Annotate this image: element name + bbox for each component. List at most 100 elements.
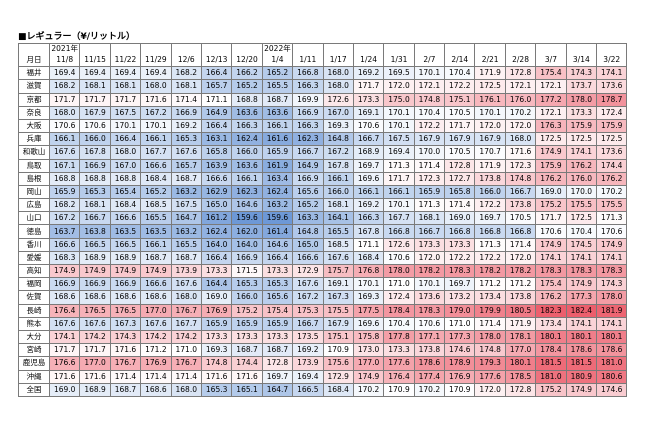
price-cell: 165.3 — [79, 184, 111, 200]
price-cell: 178.3 — [444, 263, 476, 279]
price-cell: 167.5 — [170, 198, 202, 213]
date-label: 3/22 — [596, 54, 628, 68]
price-cell: 173.8 — [504, 290, 537, 305]
corner-blank — [18, 43, 50, 54]
price-cell: 170.5 — [444, 105, 476, 120]
price-cell: 177.0 — [352, 356, 385, 371]
price-cell: 167.0 — [322, 105, 354, 120]
price-cell: 167.6 — [48, 145, 81, 160]
price-cell: 169.2 — [352, 66, 385, 81]
price-cell: 164.7 — [261, 382, 294, 397]
table-row: 大阪 170.6 170.6 170.1 170.1 169.2 166.4 166.3 166… — [18, 118, 628, 134]
price-cell: 164.7 — [170, 211, 202, 226]
price-cell: 167.0 — [109, 158, 142, 173]
row-name: 愛媛 — [18, 250, 50, 266]
price-cell: 163.7 — [48, 224, 81, 239]
price-cell: 172.2 — [474, 198, 506, 213]
row-name: 全国 — [18, 382, 50, 397]
price-cell: 174.9 — [596, 237, 628, 252]
price-cell: 181.0 — [535, 369, 567, 384]
price-cell: 170.9 — [444, 382, 476, 397]
price-cell: 170.1 — [352, 277, 385, 292]
price-cell: 164.6 — [261, 237, 294, 252]
price-cell: 168.0 — [140, 79, 172, 94]
price-cell: 166.6 — [140, 158, 172, 173]
price-cell: 171.4 — [504, 237, 537, 252]
price-cell: 172.2 — [444, 79, 476, 94]
price-cell: 169.4 — [79, 66, 111, 81]
price-cell: 166.7 — [413, 224, 446, 239]
price-cell: 171.7 — [48, 343, 81, 358]
price-cell: 172.5 — [565, 211, 598, 226]
price-cell: 171.3 — [413, 198, 446, 213]
row-name: 島根 — [18, 171, 50, 186]
date-label: 1/4 — [261, 54, 294, 68]
price-cell: 173.3 — [231, 329, 263, 345]
table-body: 福井 169.4 169.4 169.4 169.4 168.2 166.4 166.2 165… — [18, 66, 628, 397]
price-cell: 167.6 — [292, 277, 324, 292]
price-cell: 167.7 — [140, 145, 172, 160]
price-cell: 165.9 — [231, 316, 263, 331]
price-cell: 175.3 — [292, 303, 324, 318]
year-label — [79, 43, 111, 54]
price-cell: 169.7 — [474, 211, 506, 226]
price-cell: 171.7 — [535, 211, 567, 226]
price-cell: 172.2 — [444, 250, 476, 266]
price-cell: 168.0 — [170, 382, 202, 397]
price-cell: 171.4 — [109, 369, 142, 384]
date-label: 1/31 — [383, 54, 415, 68]
price-cell: 173.3 — [200, 329, 233, 345]
price-cell: 167.8 — [352, 224, 385, 239]
price-cell: 165.8 — [200, 145, 233, 160]
price-cell: 172.8 — [504, 66, 537, 81]
price-cell: 177.3 — [444, 329, 476, 345]
year-label: 2022年 — [261, 43, 294, 54]
date-label: 1/17 — [322, 54, 354, 68]
price-cell: 165.9 — [261, 145, 294, 160]
price-cell: 166.8 — [504, 224, 537, 239]
price-cell: 175.1 — [322, 329, 354, 345]
price-cell: 175.9 — [535, 158, 567, 173]
price-cell: 166.0 — [474, 184, 506, 200]
price-cell: 173.9 — [170, 263, 202, 279]
price-cell: 166.4 — [261, 250, 294, 266]
price-cell: 166.6 — [140, 277, 172, 292]
price-cell: 163.8 — [79, 224, 111, 239]
price-cell: 168.9 — [79, 250, 111, 266]
price-cell: 175.9 — [596, 118, 628, 134]
price-cell: 177.4 — [413, 369, 446, 384]
price-cell: 169.0 — [444, 211, 476, 226]
price-cell: 174.3 — [596, 277, 628, 292]
year-label: 2021年 — [48, 43, 81, 54]
price-cell: 168.7 — [109, 382, 142, 397]
price-cell: 170.1 — [383, 105, 415, 120]
price-cell: 169.0 — [535, 184, 567, 200]
price-cell: 173.7 — [565, 79, 598, 94]
price-cell: 171.2 — [474, 277, 506, 292]
price-cell: 175.4 — [535, 277, 567, 292]
price-cell: 172.4 — [596, 105, 628, 120]
price-cell: 170.1 — [383, 118, 415, 134]
price-cell: 166.5 — [109, 237, 142, 252]
price-cell: 172.4 — [383, 290, 415, 305]
price-cell: 170.4 — [413, 105, 446, 120]
price-cell: 172.5 — [596, 132, 628, 147]
price-cell: 170.0 — [413, 145, 446, 160]
price-cell: 174.1 — [565, 250, 598, 266]
price-cell: 175.9 — [565, 118, 598, 134]
price-cell: 171.6 — [140, 92, 172, 107]
table-row: 広島 168.2 168.1 168.4 168.5 167.5 165.0 164.6 163… — [18, 198, 628, 213]
row-name: 兵庫 — [18, 132, 50, 147]
price-cell: 161.6 — [261, 132, 294, 147]
price-cell: 171.9 — [504, 316, 537, 331]
date-label: 1/11 — [292, 54, 324, 68]
price-cell: 174.9 — [352, 369, 385, 384]
price-cell: 167.5 — [383, 132, 415, 147]
price-cell: 168.6 — [140, 290, 172, 305]
price-cell: 166.9 — [48, 277, 81, 292]
year-label — [170, 43, 202, 54]
price-cell: 169.9 — [292, 92, 324, 107]
price-cell: 178.6 — [413, 356, 446, 371]
table-row: 佐賀 168.6 168.6 168.6 168.6 168.0 169.0 166.0 165… — [18, 290, 628, 305]
price-cell: 166.5 — [79, 237, 111, 252]
